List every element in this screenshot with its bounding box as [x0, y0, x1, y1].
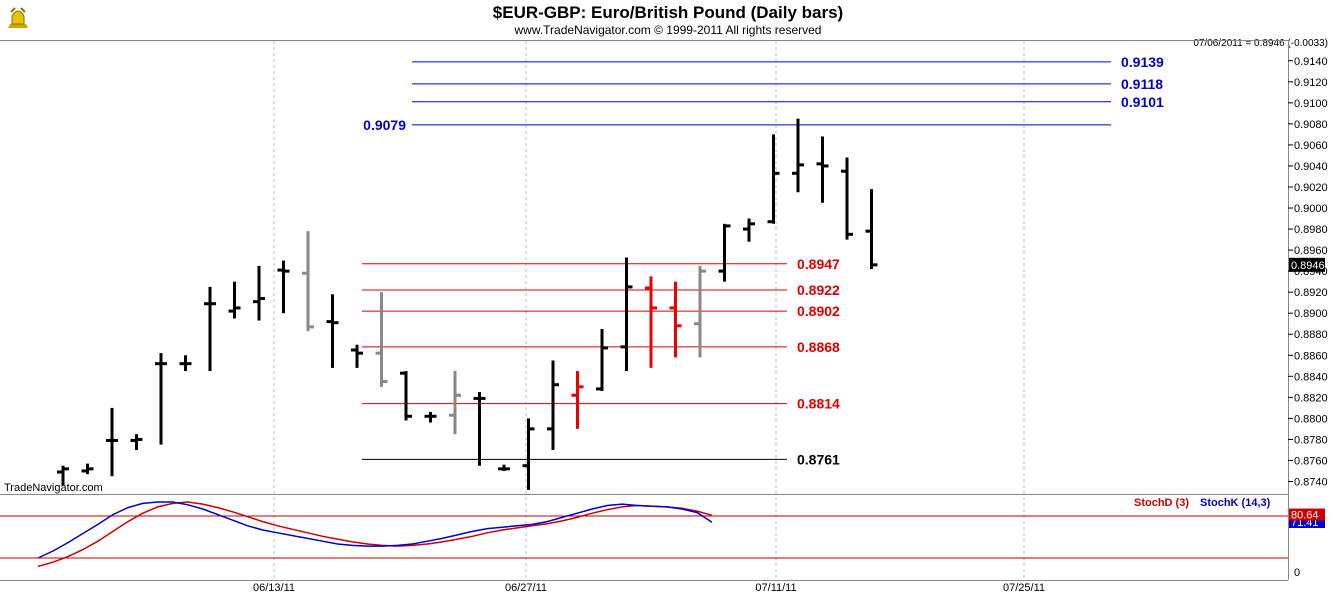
y-tick-label: 0.8740 [1294, 476, 1328, 488]
stochD-value-label: 80.64 [1291, 510, 1319, 522]
price-level-label: 0.8868 [797, 339, 840, 355]
last-price-label: 0.8946 [1291, 260, 1325, 272]
price-level-label: 0.9079 [363, 117, 406, 133]
y-tick-label: 0.8760 [1294, 455, 1328, 467]
time-axis: 06/13/11 06/27/11 07/11/11 07/25/11 [253, 582, 1045, 594]
last-quote: 07/06/2011 = 0.8946 (-0.0033) [1193, 38, 1328, 49]
y-tick-label: 0.8840 [1294, 371, 1328, 383]
y-tick-label: 0.9120 [1294, 77, 1328, 89]
chart-title: $EUR-GBP: Euro/British Pound (Daily bars… [493, 3, 843, 22]
y-tick-label: 0.9100 [1294, 98, 1328, 110]
y-tick-label: 0.9000 [1294, 203, 1328, 215]
y-tick-label: 0.8960 [1294, 245, 1328, 257]
y-tick-label: 0.8800 [1294, 413, 1328, 425]
stochD-value-tag [1289, 508, 1325, 521]
y-tick-label: 0.9140 [1294, 56, 1328, 68]
y-tick-label: 0.8980 [1294, 224, 1328, 236]
stochK-legend: StochK (14,3) [1200, 497, 1271, 509]
price-level-label: 0.8922 [797, 282, 840, 298]
last-price-tag [1289, 257, 1325, 272]
y-tick-label: 0.8920 [1294, 287, 1328, 299]
x-tick-label: 06/27/11 [505, 582, 547, 594]
x-tick-label: 07/25/11 [1003, 582, 1045, 594]
y-tick-label: 0.9040 [1294, 161, 1328, 173]
chart-subtitle: www.TradeNavigator.com © 1999-2011 All r… [514, 23, 822, 37]
price-level-label: 0.9118 [1121, 76, 1163, 92]
x-tick-label: 07/11/11 [755, 582, 796, 594]
y-tick-label: 0.8780 [1294, 434, 1328, 446]
stochD-line [37, 501, 713, 568]
y-tick-label: 0.8900 [1294, 308, 1328, 320]
price-level-label: 0.9139 [1121, 54, 1164, 70]
watermark: TradeNavigator.com [4, 482, 103, 494]
y-tick-label: 0.9060 [1294, 140, 1328, 152]
price-level-label: 0.9101 [1121, 94, 1164, 110]
price-level-label: 0.8761 [797, 451, 840, 467]
y-tick-label: 0.8880 [1294, 329, 1328, 341]
logo-icon [4, 2, 32, 34]
level-lines: 0.9139 0.9118 0.9101 0.9079 0.8947 0.8922 0.89… [362, 54, 1164, 467]
price-level-label: 0.8814 [797, 396, 840, 412]
price-axis: 0.8740 0.8760 0.8780 0.8800 0.8820 0.8840 0.88… [1288, 56, 1328, 488]
stoch-y-tick-label: 0 [1294, 567, 1300, 579]
price-bars [57, 118, 878, 490]
y-tick-label: 0.9080 [1294, 119, 1328, 131]
x-tick-label: 06/13/11 [253, 582, 295, 594]
stochK-line [37, 501, 713, 559]
price-level-label: 0.8947 [797, 256, 840, 272]
y-tick-label: 0.9020 [1294, 182, 1328, 194]
y-tick-label: 0.8820 [1294, 392, 1328, 404]
price-level-label: 0.8902 [797, 303, 840, 319]
y-tick-label: 0.8860 [1294, 350, 1328, 362]
stochD-legend: StochD (3) [1134, 497, 1189, 509]
